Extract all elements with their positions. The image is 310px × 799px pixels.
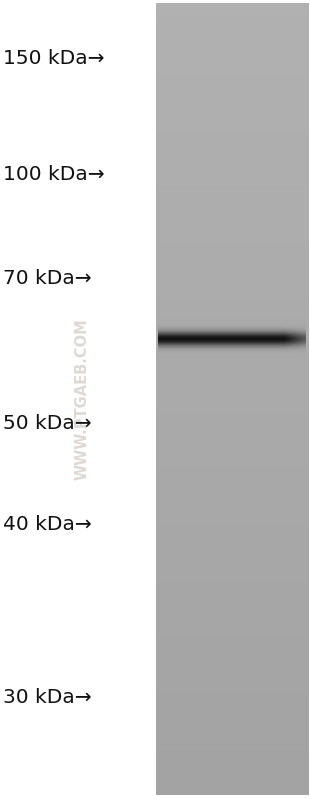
Text: 100 kDa→: 100 kDa→ [3, 165, 105, 184]
Text: 70 kDa→: 70 kDa→ [3, 268, 92, 288]
Text: 150 kDa→: 150 kDa→ [3, 49, 104, 68]
Text: 30 kDa→: 30 kDa→ [3, 688, 92, 707]
Text: 40 kDa→: 40 kDa→ [3, 515, 92, 535]
Text: WWW.PTGAEB.COM: WWW.PTGAEB.COM [75, 319, 90, 480]
Text: 50 kDa→: 50 kDa→ [3, 414, 92, 433]
